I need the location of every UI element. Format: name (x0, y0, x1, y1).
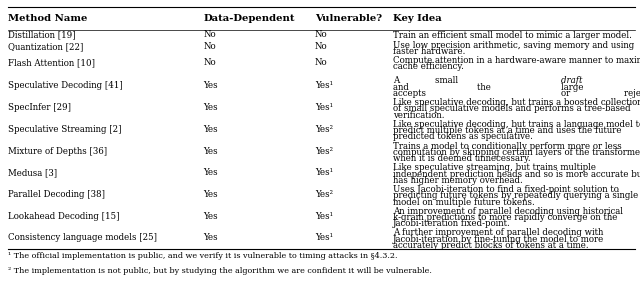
Text: Yes¹: Yes¹ (315, 212, 333, 221)
Text: Like speculative streaming, but trains multiple: Like speculative streaming, but trains m… (393, 163, 596, 172)
Text: No: No (315, 58, 328, 67)
Text: Use low precision arithmetic, saving memory and using: Use low precision arithmetic, saving mem… (393, 40, 634, 49)
Text: ² The implementation is not public, but by studying the algorithm we are confide: ² The implementation is not public, but … (8, 267, 431, 275)
Text: SpecInfer [29]: SpecInfer [29] (8, 103, 70, 112)
Text: An improvement of parallel decoding using historical: An improvement of parallel decoding usin… (393, 207, 623, 216)
Text: Like speculative decoding, but trains a language model to: Like speculative decoding, but trains a … (393, 120, 640, 129)
Text: predict multiple tokens at a time and uses the future: predict multiple tokens at a time and us… (393, 126, 621, 135)
Text: rejects: rejects (624, 89, 640, 98)
Text: independent prediction heads and so is more accurate but: independent prediction heads and so is m… (393, 169, 640, 178)
Text: draft: draft (561, 76, 586, 85)
Text: Medusa [3]: Medusa [3] (8, 168, 57, 177)
Text: No: No (204, 58, 216, 67)
Text: No: No (204, 42, 216, 51)
Text: has higher memory overhead.: has higher memory overhead. (393, 176, 523, 185)
Text: accurately predict blocks of tokens at a time.: accurately predict blocks of tokens at a… (393, 241, 589, 250)
Text: Yes²: Yes² (315, 146, 333, 155)
Text: Yes¹: Yes¹ (315, 233, 333, 242)
Text: verification.: verification. (393, 111, 444, 120)
Text: No: No (204, 30, 216, 39)
Text: Yes: Yes (204, 146, 218, 155)
Text: small: small (435, 76, 461, 85)
Text: Speculative Decoding [41]: Speculative Decoding [41] (8, 81, 122, 90)
Text: Jacobi-iteration by fine-tuning the model to more: Jacobi-iteration by fine-tuning the mode… (393, 235, 604, 244)
Text: No: No (315, 42, 328, 51)
Text: cache efficiency.: cache efficiency. (393, 62, 464, 71)
Text: Yes¹: Yes¹ (315, 103, 333, 112)
Text: Compute attention in a hardware-aware manner to maximize: Compute attention in a hardware-aware ma… (393, 56, 640, 65)
Text: Like speculative decoding, but trains a boosted collection: Like speculative decoding, but trains a … (393, 98, 640, 107)
Text: Yes: Yes (204, 81, 218, 90)
Text: Yes¹: Yes¹ (315, 81, 333, 90)
Text: Distillation [19]: Distillation [19] (8, 30, 76, 39)
Text: Train an efficient small model to mimic a larger model.: Train an efficient small model to mimic … (393, 31, 632, 40)
Text: Key Idea: Key Idea (393, 14, 442, 23)
Text: or: or (561, 89, 573, 98)
Text: Vulnerable?: Vulnerable? (315, 14, 382, 23)
Text: Yes: Yes (204, 125, 218, 134)
Text: Parallel Decoding [38]: Parallel Decoding [38] (8, 190, 105, 199)
Text: accepts: accepts (393, 89, 429, 98)
Text: Data-Dependent: Data-Dependent (204, 14, 295, 23)
Text: ¹ The official implementation is public, and we verify it is vulnerable to timin: ¹ The official implementation is public,… (8, 252, 397, 260)
Text: Trains a model to conditionally perform more or less: Trains a model to conditionally perform … (393, 142, 621, 151)
Text: predicted tokens as speculative.: predicted tokens as speculative. (393, 132, 533, 141)
Text: of small speculative models and performs a tree-based: of small speculative models and performs… (393, 105, 630, 114)
Text: Quantization [22]: Quantization [22] (8, 42, 83, 51)
Text: large: large (561, 83, 586, 92)
Text: Jacobi-iteration fixed-point.: Jacobi-iteration fixed-point. (393, 219, 511, 228)
Text: Method Name: Method Name (8, 14, 87, 23)
Text: Yes: Yes (204, 233, 218, 242)
Text: computation by skipping certain layers of the transformer: computation by skipping certain layers o… (393, 148, 640, 157)
Text: Consistency language models [25]: Consistency language models [25] (8, 233, 157, 242)
Text: No: No (315, 30, 328, 39)
Text: Mixture of Depths [36]: Mixture of Depths [36] (8, 146, 107, 155)
Text: when it is deemed unnecessary.: when it is deemed unnecessary. (393, 154, 531, 163)
Text: Yes²: Yes² (315, 125, 333, 134)
Text: Lookahead Decoding [15]: Lookahead Decoding [15] (8, 212, 119, 221)
Text: Yes: Yes (204, 212, 218, 221)
Text: k-gram predictions to more rapidly converge on the: k-gram predictions to more rapidly conve… (393, 213, 618, 222)
Text: Yes: Yes (204, 190, 218, 199)
Text: the: the (477, 83, 493, 92)
Text: A: A (393, 76, 402, 85)
Text: Yes²: Yes² (315, 190, 333, 199)
Text: Yes: Yes (204, 168, 218, 177)
Text: Yes: Yes (204, 103, 218, 112)
Text: Yes¹: Yes¹ (315, 168, 333, 177)
Text: model on multiple future tokens.: model on multiple future tokens. (393, 198, 534, 207)
Text: Speculative Streaming [2]: Speculative Streaming [2] (8, 125, 121, 134)
Text: predicting future tokens by repeatedly querying a single: predicting future tokens by repeatedly q… (393, 191, 638, 200)
Text: Flash Attention [10]: Flash Attention [10] (8, 58, 95, 67)
Text: Uses Jacobi-iteration to find a fixed-point solution to: Uses Jacobi-iteration to find a fixed-po… (393, 185, 619, 194)
Text: A further improvement of parallel decoding with: A further improvement of parallel decodi… (393, 228, 604, 237)
Text: and: and (393, 83, 412, 92)
Text: faster hardware.: faster hardware. (393, 47, 465, 56)
